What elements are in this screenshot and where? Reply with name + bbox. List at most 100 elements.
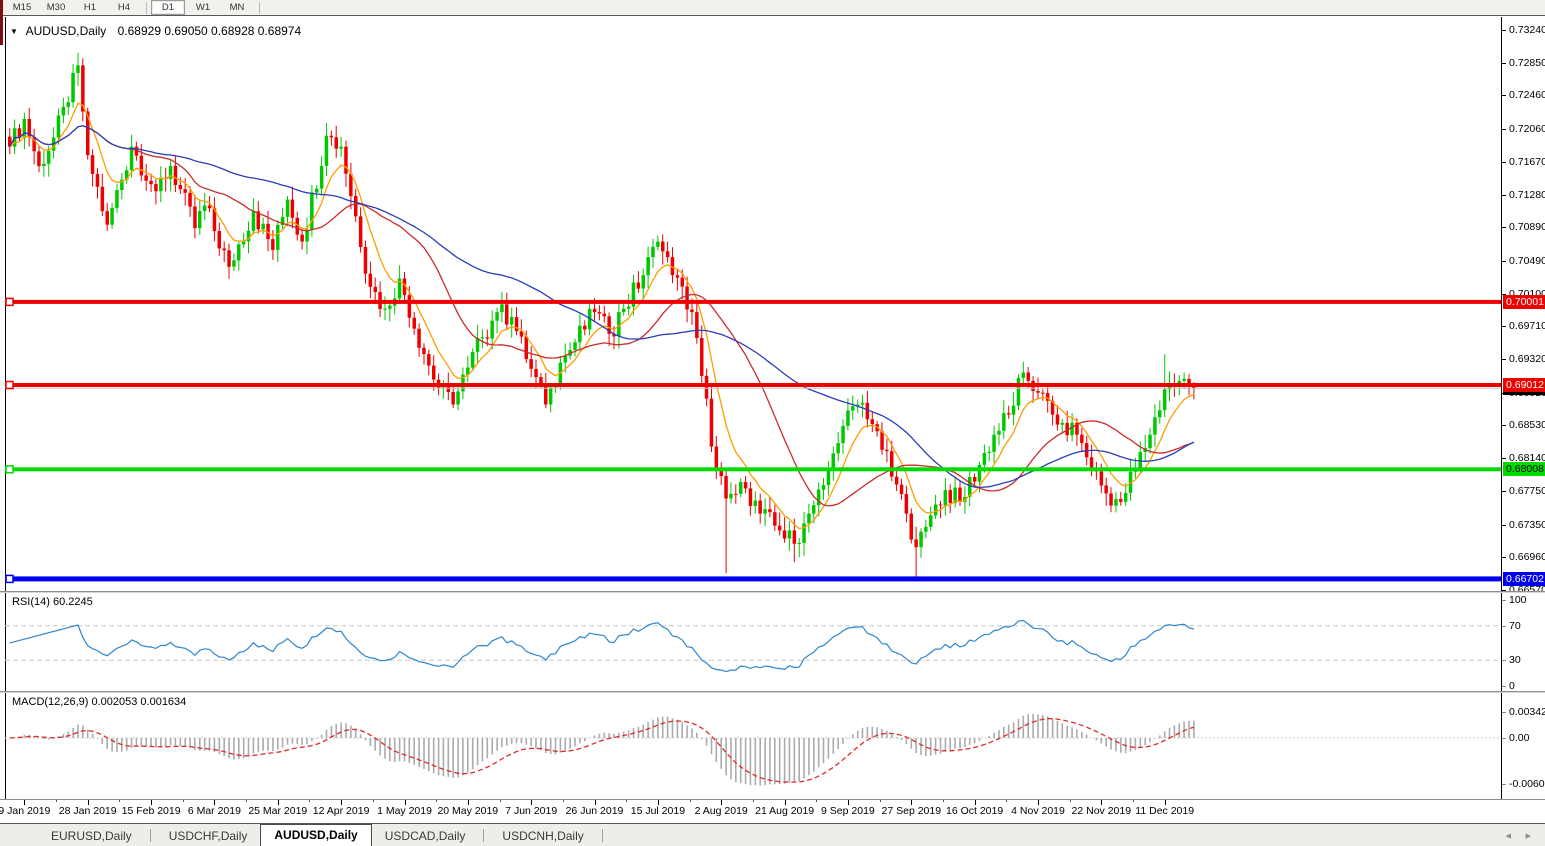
time-tick-mark	[531, 800, 533, 805]
price-axis-tick: 0.72460	[1509, 89, 1545, 102]
line-anchor-handle[interactable]	[5, 465, 14, 474]
panel-separator[interactable]	[0, 691, 1545, 692]
toolbar-divider	[259, 1, 260, 14]
price-tick-mark	[1502, 490, 1506, 492]
rsi-axis-tick: 70	[1509, 619, 1521, 632]
date-axis-label: 20 May 2019	[437, 805, 499, 817]
hline-price-badge-0.66702: 0.66702	[1503, 571, 1545, 586]
tab-scroll-left-icon[interactable]: ◂	[1505, 830, 1511, 842]
panel-separator-highlight	[0, 692, 1545, 693]
timeframe-toolbar: M15 M30 H1 H4 D1 W1 MN	[0, 0, 1545, 16]
time-tick-mark	[1101, 800, 1103, 805]
fast-ma-line[interactable]	[9, 102, 1195, 530]
timeframe-button-d1[interactable]: D1	[151, 0, 185, 15]
timeframe-button-h1[interactable]: H1	[83, 2, 97, 13]
rsi-canvas[interactable]	[0, 592, 1502, 692]
timeframe-button-m30[interactable]: M30	[46, 2, 66, 13]
price-axis-tick: 0.69710	[1509, 320, 1545, 333]
date-axis-label: 6 Mar 2019	[187, 805, 241, 817]
rsi-line	[9, 619, 1195, 673]
macd-axis-tick: -0.006069	[1509, 778, 1545, 791]
macd-canvas[interactable]	[0, 692, 1502, 800]
time-tick-mark-minor	[752, 800, 754, 802]
time-axis[interactable]: 9 Jan 2019 28 Jan 2019 15 Feb 2019 6 Mar 20…	[0, 800, 1502, 823]
date-axis-label: 12 Apr 2019	[312, 805, 370, 817]
rsi-axis-tick: 100	[1509, 594, 1527, 606]
price-tick-mark	[1502, 590, 1506, 591]
date-axis-label: 7 Jun 2019	[505, 805, 558, 817]
time-tick-mark	[657, 800, 659, 805]
macd-axis-tick: 0.00	[1509, 732, 1530, 744]
timeframe-button-w1[interactable]: W1	[195, 2, 211, 13]
tab-usdcad-daily[interactable]: USDCAD,Daily	[384, 829, 466, 843]
price-tick-mark	[1502, 557, 1506, 559]
tab-usdcnh-daily[interactable]: USDCNH,Daily	[502, 829, 584, 843]
horizontal-line-0.66702[interactable]	[5, 574, 1501, 584]
time-tick-mark-minor	[56, 800, 57, 802]
time-tick-mark	[404, 800, 406, 805]
time-tick-mark-minor	[816, 800, 818, 802]
tab-eurusd-daily[interactable]: EURUSD,Daily	[51, 829, 132, 843]
slow-ma-line[interactable]	[9, 125, 1195, 489]
price-axis-tick: 0.73240	[1509, 24, 1545, 36]
mid-ma-line[interactable]	[9, 125, 1195, 507]
rsi-label: RSI(14) 60.2245	[12, 596, 93, 608]
time-tick-mark	[847, 800, 849, 805]
time-tick-mark	[24, 800, 26, 805]
panel-separator	[0, 799, 1545, 800]
time-tick-mark-minor	[1069, 800, 1071, 802]
chart-tab-bar: EURUSD,Daily USDCHF,Daily AUDUSD,Daily USDC…	[0, 823, 1545, 846]
timeframe-button-mn[interactable]: MN	[229, 2, 245, 13]
time-tick-mark-minor	[1133, 800, 1134, 802]
tab-scroll-right-icon[interactable]: ▸	[1525, 830, 1531, 842]
tab-divider	[149, 829, 151, 842]
time-tick-mark	[1038, 800, 1039, 805]
price-tick-mark	[1502, 95, 1506, 97]
tab-divider	[601, 829, 603, 842]
price-tick-mark	[1502, 161, 1506, 163]
time-tick-mark-minor	[182, 800, 184, 802]
price-tick-mark	[1502, 293, 1506, 295]
time-tick-mark	[784, 800, 786, 805]
time-tick-mark-minor	[879, 800, 881, 802]
line-anchor-handle[interactable]	[5, 297, 14, 307]
timeframe-button-m15[interactable]: M15	[12, 2, 32, 13]
price-tick-mark	[1502, 458, 1506, 460]
price-axis[interactable]: 0.73240 0.72850 0.72460 0.72060 0.71670 0.712…	[1502, 17, 1545, 800]
panel-separator[interactable]	[0, 591, 1545, 592]
line-anchor-handle[interactable]	[5, 574, 14, 584]
timeframe-button-h4[interactable]: H4	[117, 2, 131, 13]
price-tick-mark	[1502, 524, 1506, 526]
date-axis-label: 2 Aug 2019	[694, 805, 748, 817]
time-tick-mark	[1164, 800, 1166, 805]
price-axis-tick: 0.72850	[1509, 56, 1545, 69]
chart-menu-icon[interactable]: ▼	[10, 27, 18, 36]
line-anchor-handle[interactable]	[5, 380, 14, 390]
price-tick-mark	[1502, 260, 1506, 262]
date-axis-label: 9 Sep 2019	[821, 805, 875, 817]
candles	[8, 52, 1196, 579]
tab-usdchf-daily[interactable]: USDCHF,Daily	[168, 829, 248, 843]
date-axis-label: 15 Jul 2019	[630, 805, 686, 817]
window-edge-decoration	[0, 0, 3, 45]
main-chart-canvas[interactable]	[0, 17, 1502, 592]
date-axis-label: 1 May 2019	[377, 805, 432, 817]
horizontal-line-0.70001[interactable]	[5, 297, 1501, 307]
time-tick-mark-minor	[626, 800, 628, 802]
date-axis-label: 26 Jun 2019	[565, 805, 624, 817]
time-tick-mark-minor	[309, 800, 311, 802]
price-axis-tick: 0.68530	[1509, 419, 1545, 432]
rsi-tick-mark	[1502, 625, 1506, 627]
tab-audusd-daily[interactable]: AUDUSD,Daily	[260, 824, 372, 846]
time-tick-mark-minor	[562, 800, 564, 802]
horizontal-line-0.69012[interactable]	[5, 380, 1501, 390]
price-tick-mark	[1502, 326, 1506, 328]
horizontal-line-0.68008[interactable]	[5, 465, 1501, 474]
rsi-axis-tick: 0	[1509, 680, 1515, 692]
time-tick-mark	[467, 800, 469, 805]
date-axis-label: 28 Jan 2019	[58, 805, 117, 817]
date-axis-label: 22 Nov 2019	[1071, 805, 1132, 817]
price-axis-tick: 0.72060	[1509, 123, 1545, 136]
date-axis-label: 9 Jan 2019	[0, 805, 51, 817]
